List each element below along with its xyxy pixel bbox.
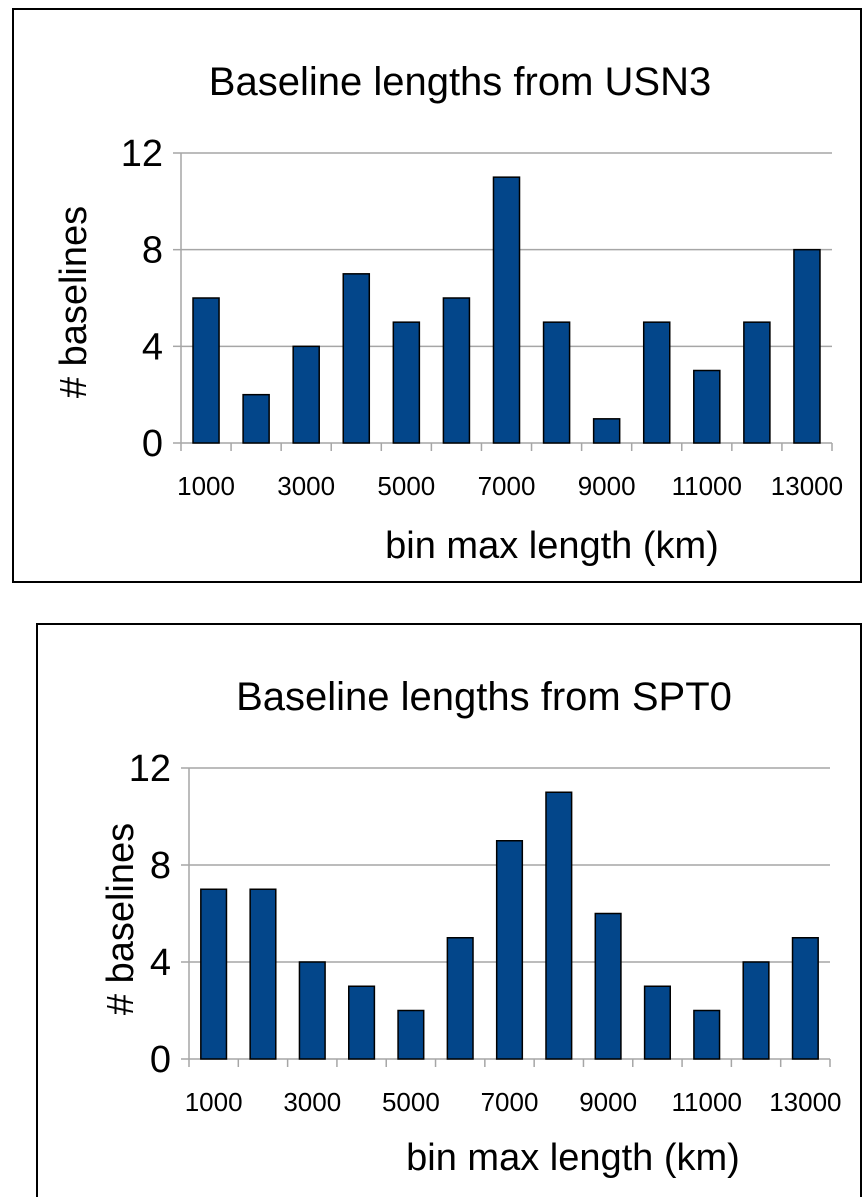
y-tick-label: 4	[150, 942, 171, 984]
y-tick-label: 12	[129, 748, 171, 790]
bar	[392, 321, 421, 444]
y-tick-label: 12	[121, 133, 163, 175]
x-tick-label: 5000	[377, 471, 435, 501]
bar	[793, 248, 821, 444]
bar	[693, 1009, 721, 1060]
x-tick-label: 9000	[579, 1087, 637, 1117]
y-tick-label: 8	[150, 845, 171, 887]
x-tick-label: 9000	[578, 471, 636, 501]
chart-title: Baseline lengths from SPT0	[236, 675, 732, 719]
chart-spt0: Baseline lengths from SPT0 # baselines b…	[100, 675, 842, 1179]
bar	[298, 961, 326, 1060]
y-tick-label: 8	[142, 230, 163, 272]
bar	[542, 321, 571, 444]
bar	[397, 1009, 425, 1060]
x-tick-label: 11000	[672, 471, 742, 501]
x-tick-label: 7000	[481, 1087, 539, 1117]
x-tick-label: 3000	[283, 1087, 341, 1117]
chart-usn3: Baseline lengths from USN3 # baselines b…	[53, 60, 843, 567]
y-tick-label: 4	[142, 326, 163, 368]
x-axis-label: bin max length (km)	[406, 1137, 740, 1179]
chart-panel-usn3: Baseline lengths from USN3 # baselines b…	[12, 8, 862, 583]
x-tick-label: 7000	[478, 471, 536, 501]
bar	[642, 321, 671, 444]
bar	[743, 321, 771, 444]
bar	[242, 393, 270, 444]
y-axis-label: # baselines	[100, 823, 142, 1015]
bar	[592, 418, 621, 444]
bar	[492, 176, 521, 444]
chart-title: Baseline lengths from USN3	[209, 60, 711, 104]
bar	[693, 369, 721, 444]
bar	[192, 297, 220, 444]
bar	[200, 888, 228, 1060]
bar	[292, 345, 320, 444]
x-tick-label: 1000	[177, 471, 235, 501]
bar	[742, 961, 770, 1060]
bar	[442, 297, 471, 444]
bar	[594, 912, 622, 1060]
bar	[342, 273, 371, 444]
bar	[348, 985, 376, 1060]
x-tick-label: 5000	[382, 1087, 440, 1117]
x-tick-label: 11000	[672, 1087, 742, 1117]
x-tick-label: 13000	[769, 1087, 841, 1117]
bar	[643, 985, 671, 1060]
x-tick-label: 13000	[771, 471, 843, 501]
x-tick-label: 3000	[277, 471, 335, 501]
bar	[545, 791, 573, 1060]
bar	[495, 840, 524, 1060]
y-tick-label: 0	[142, 423, 163, 465]
bar	[249, 888, 277, 1060]
chart-panel-spt0: Baseline lengths from SPT0 # baselines b…	[36, 623, 862, 1197]
x-tick-label: 1000	[185, 1087, 243, 1117]
bar	[446, 937, 474, 1060]
y-axis-label: # baselines	[53, 206, 95, 398]
x-axis-label: bin max length (km)	[385, 525, 719, 567]
y-tick-label: 0	[150, 1039, 171, 1081]
bar	[791, 937, 819, 1060]
